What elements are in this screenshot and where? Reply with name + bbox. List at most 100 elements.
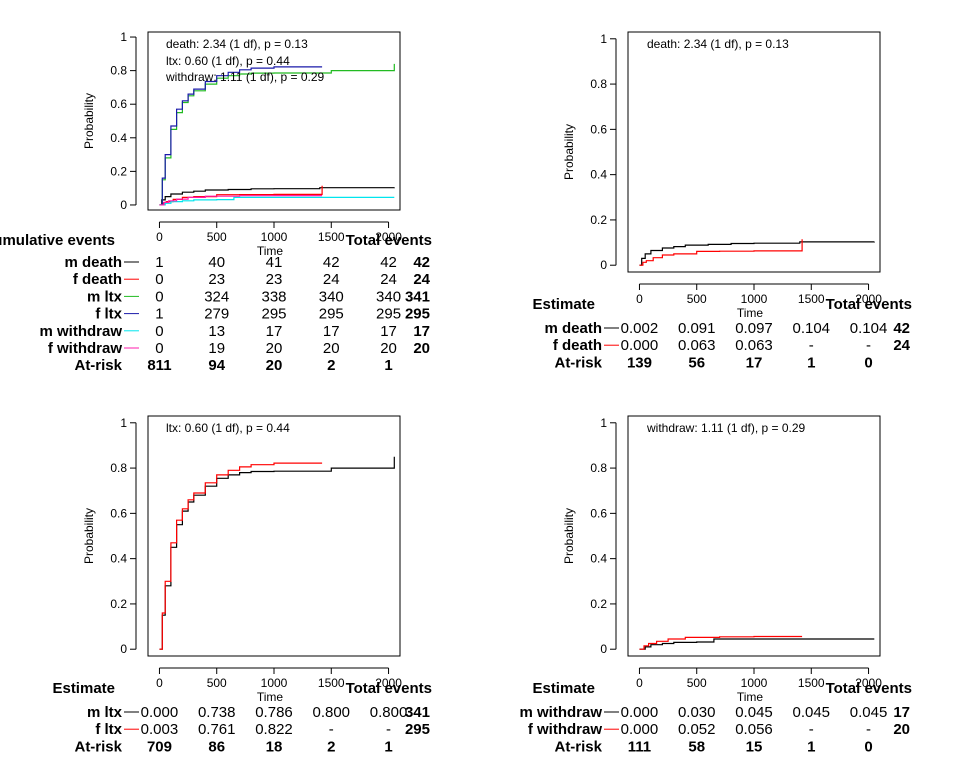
table-header-right: Total events — [826, 296, 912, 313]
chart-panel-1: 00.20.40.60.810 500 1000 1500 2000Probabilit… — [0, 30, 432, 374]
chart-panel-3: 0 0.2 0.4 0.6 0.8 1 0 500 1000 1500 2000 Probabilit… — [52, 415, 432, 755]
table-cell: 17 — [380, 323, 397, 340]
table-cell: 0.063 — [735, 337, 773, 354]
at-risk-cell: 17 — [746, 354, 763, 371]
x-tick-label: 2000 — [375, 676, 402, 690]
test-annotation: death: 2.34 (1 df), p = 0.13 — [647, 37, 789, 51]
table-cell: 17 — [323, 323, 340, 340]
table-cell: 20 — [323, 340, 340, 357]
table-cell: 1 — [155, 306, 163, 323]
table-cell: - — [329, 721, 334, 738]
x-tick-label: 0 — [636, 292, 643, 306]
y-axis-label: Probability — [82, 508, 96, 564]
table-cell: 0.097 — [735, 320, 773, 337]
y-tick-label: 0 — [600, 642, 607, 656]
table-row-label: f withdraw — [48, 340, 122, 357]
table-cell: 0.761 — [198, 721, 236, 738]
at-risk-cell: 139 — [627, 354, 652, 371]
table-row-label: m death — [544, 320, 602, 337]
y-tick-label: 0.2 — [110, 597, 127, 611]
x-tick-label: 0 — [156, 230, 163, 244]
table-total: 295 — [405, 721, 430, 738]
plot-frame — [627, 31, 881, 273]
table-row-label: m ltx — [87, 288, 123, 305]
y-tick-label: 0 — [120, 198, 127, 212]
x-tick-label: 500 — [687, 676, 707, 690]
table-cell: 0.056 — [735, 721, 773, 738]
y-tick-label: 0.8 — [110, 461, 127, 475]
y-tick-label: 0.4 — [110, 552, 127, 566]
at-risk-cell: 1 — [384, 738, 392, 755]
table-cell: 0 — [155, 271, 163, 288]
at-risk-cell: 1 — [384, 357, 392, 374]
y-tick-label: 0.8 — [590, 461, 607, 475]
test-annotation: death: 2.34 (1 df), p = 0.13 — [166, 37, 308, 51]
series-line-f-ltx — [159, 66, 323, 206]
x-axis-label: Time — [737, 306, 764, 320]
table-cell: 0.045 — [792, 704, 830, 721]
table-header-left: Estimate — [532, 680, 595, 697]
table-row-label: m death — [64, 254, 122, 271]
at-risk-cell: 15 — [746, 738, 763, 755]
y-tick-label: 0.8 — [110, 64, 127, 78]
table-row-label: m withdraw — [39, 323, 122, 340]
series-line-f-ltx — [159, 462, 323, 650]
table-cell: - — [386, 721, 391, 738]
table-cell: 0.091 — [678, 320, 716, 337]
table-cell: 19 — [208, 340, 225, 357]
table-total: 295 — [405, 306, 430, 323]
y-tick-label: 1 — [120, 416, 127, 430]
table-cell: 0.800 — [370, 704, 408, 721]
table-cell: 23 — [208, 271, 225, 288]
at-risk-cell: 94 — [208, 357, 225, 374]
table-cell: 0.000 — [141, 704, 179, 721]
table-cell: 24 — [323, 271, 340, 288]
at-risk-cell: 1 — [807, 738, 815, 755]
y-tick-label: 0.6 — [110, 97, 127, 111]
test-annotation: withdraw: 1.11 (1 df), p = 0.29 — [165, 70, 325, 84]
table-cell: 0.000 — [621, 337, 659, 354]
table-cell: 13 — [208, 323, 225, 340]
table-row-label: f ltx — [95, 306, 122, 323]
table-cell: 42 — [323, 254, 340, 271]
at-risk-cell: 56 — [688, 354, 705, 371]
chart-panel-2: 0 0.2 0.4 0.6 0.8 1 0 500 1000 1500 2000 Probabilit… — [532, 31, 912, 371]
series-line-m-withdraw — [159, 196, 395, 206]
y-tick-label: 0.4 — [590, 552, 607, 566]
y-tick-label: 0.6 — [110, 506, 127, 520]
y-tick-label: 0.8 — [590, 77, 607, 91]
test-annotation: withdraw: 1.11 (1 df), p = 0.29 — [646, 421, 806, 435]
table-cell: 0.800 — [312, 704, 350, 721]
y-tick-label: 1 — [120, 30, 127, 44]
table-cell: 24 — [380, 271, 397, 288]
at-risk-label: At-risk — [554, 738, 602, 755]
series-line-m-death — [639, 241, 875, 266]
table-header-right: Total events — [826, 680, 912, 697]
table-cell: 338 — [261, 288, 286, 305]
table-cell: 324 — [204, 288, 229, 305]
series-line-f-death — [639, 239, 803, 266]
x-tick-label: 1000 — [261, 676, 288, 690]
table-total: 17 — [413, 323, 430, 340]
table-cell: 0.000 — [621, 721, 659, 738]
test-annotation: ltx: 0.60 (1 df), p = 0.44 — [166, 421, 290, 435]
y-tick-label: 0.4 — [110, 131, 127, 145]
table-total: 17 — [893, 704, 910, 721]
x-axis-label: Time — [737, 690, 764, 704]
table-row-label: f ltx — [95, 721, 122, 738]
table-header-left: Cumulative events — [0, 232, 115, 249]
table-row-label: m withdraw — [519, 704, 602, 721]
at-risk-cell: 811 — [147, 357, 171, 374]
y-tick-label: 0 — [600, 258, 607, 272]
table-cell: 40 — [208, 254, 225, 271]
at-risk-cell: 2 — [327, 738, 335, 755]
table-cell: 0 — [155, 323, 163, 340]
at-risk-label: At-risk — [74, 738, 122, 755]
x-tick-label: 500 — [687, 292, 707, 306]
y-axis-label: Probability — [562, 124, 576, 180]
chart-panel-4: 0 0.2 0.4 0.6 0.8 1 0 500 1000 1500 2000 Probabilit… — [519, 415, 912, 755]
table-cell: 0.030 — [678, 704, 716, 721]
y-tick-label: 0.6 — [590, 122, 607, 136]
table-cell: 17 — [266, 323, 283, 340]
